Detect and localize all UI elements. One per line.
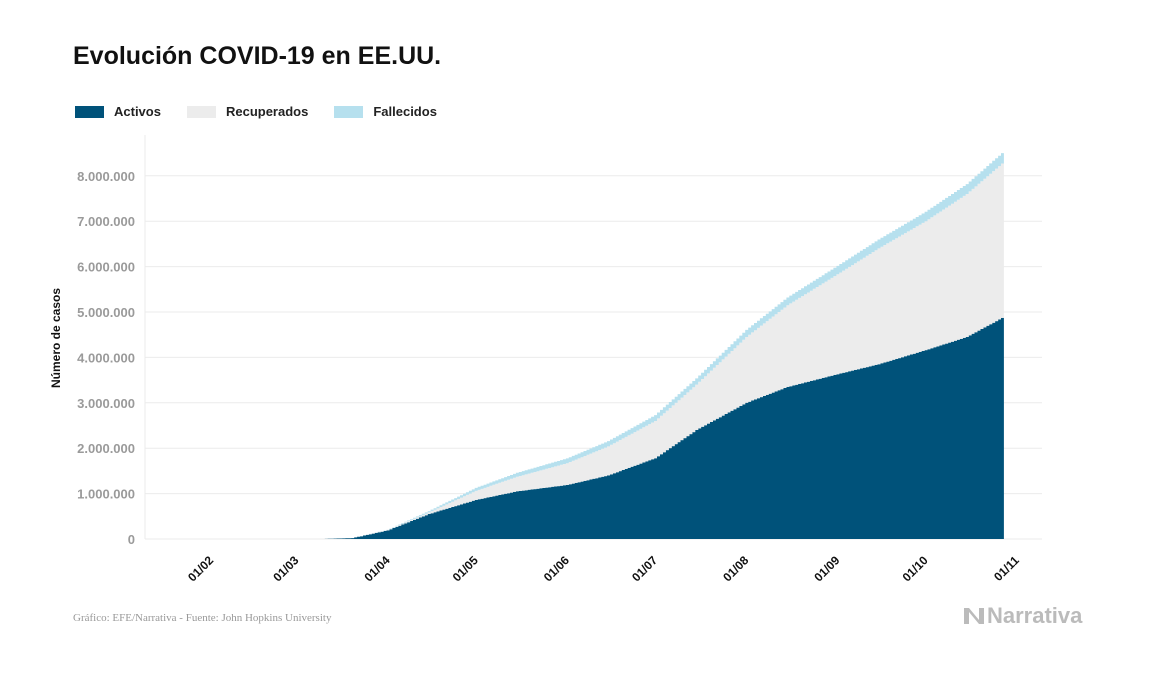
legend-swatch-recuperados	[186, 105, 216, 118]
legend-swatch-fallecidos	[334, 105, 364, 118]
x-tick-label: 01/10	[900, 553, 931, 584]
y-tick-label: 2.000.000	[77, 441, 135, 456]
y-tick-label: 0	[128, 532, 135, 547]
source-note: Gráfico: EFE/Narrativa - Fuente: John Ho…	[73, 612, 332, 624]
logo-text: Narrativa	[987, 603, 1083, 628]
x-tick-label: 01/05	[450, 553, 481, 584]
legend: Activos Recuperados Fallecidos	[75, 104, 437, 119]
y-tick-label: 4.000.000	[77, 350, 135, 365]
legend-label-fallecidos: Fallecidos	[373, 104, 437, 119]
x-tick-label: 01/06	[541, 553, 572, 584]
x-tick-label: 01/11	[991, 553, 1022, 584]
x-tick-label: 01/09	[811, 553, 842, 584]
y-tick-label: 3.000.000	[77, 396, 135, 411]
y-axis-label: Número de casos	[49, 288, 63, 388]
y-tick-label: 5.000.000	[77, 305, 135, 320]
narrativa-logo: Narrativa	[963, 603, 1082, 629]
legend-label-activos: Activos	[114, 104, 161, 119]
chart-title: Evolución COVID-19 en EE.UU.	[73, 42, 442, 70]
area-activos	[321, 317, 1004, 539]
x-tick-label: 01/08	[720, 553, 751, 584]
area-recuperados	[321, 163, 1004, 539]
legend-item-activos: Activos	[75, 104, 161, 119]
x-tick-label: 01/03	[270, 553, 301, 584]
x-tick-label: 01/07	[629, 553, 660, 584]
y-tick-label: 8.000.000	[77, 169, 135, 184]
legend-label-recuperados: Recuperados	[225, 104, 309, 119]
legend-item-fallecidos: Fallecidos	[334, 104, 437, 119]
x-tick-label: 01/02	[185, 553, 216, 584]
y-tick-label: 6.000.000	[77, 260, 135, 275]
y-tick-label: 7.000.000	[77, 214, 135, 229]
legend-item-recuperados: Recuperados	[186, 104, 309, 119]
y-tick-label: 1.000.000	[77, 487, 135, 502]
narrativa-logo-icon	[964, 608, 984, 624]
legend-swatch-activos	[75, 105, 104, 118]
x-tick-label: 01/04	[362, 553, 393, 584]
